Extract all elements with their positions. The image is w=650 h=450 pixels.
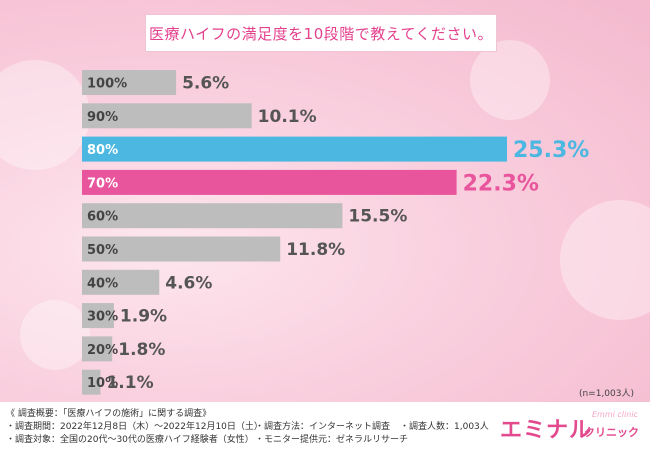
value-label: 1.9% [120, 307, 167, 327]
category-label: 40% [87, 276, 118, 291]
survey-target: ・調査対象：全国の20代～30代の医療ハイフ経験者（女性） [6, 435, 254, 445]
category-label: 80% [87, 143, 118, 158]
logo-sub: クリニック [584, 426, 639, 439]
value-label: 5.6% [182, 74, 229, 94]
logo-script: Emmi clinic [592, 410, 638, 419]
footer: 《 調査概要：「医療ハイフの施術」に関する調査》 ・調査期間：2022年12月8… [0, 402, 650, 450]
survey-method: ・調査方法：インターネット調査 [255, 422, 391, 432]
survey-count: ・調査人数：1,003人 [400, 422, 489, 432]
bar-30pct [82, 303, 114, 329]
title-box: 医療ハイフの満足度を10段階で教えてください。 [145, 14, 497, 52]
bar-chart: 100% 5.6% 90% 10.1% 80% 25.3% 70% 22.3% 60% 15.5%… [82, 70, 589, 395]
bokeh-decoration [470, 40, 550, 120]
value-label: 10.1% [258, 107, 317, 127]
bokeh-decoration [0, 60, 90, 170]
clinic-logo: Emmi clinic エミナル クリニック [500, 410, 640, 443]
bar-20pct [82, 336, 113, 362]
value-label: 22.3% [463, 171, 539, 196]
value-label: 25.3% [513, 138, 589, 163]
category-label: 90% [87, 110, 118, 125]
value-label: 11.8% [286, 240, 345, 260]
bar-70pct [82, 169, 457, 195]
survey-provider: ・モニター提供元：ゼネラルリサーチ [255, 435, 409, 445]
bar-80pct [82, 136, 507, 162]
category-label: 20% [87, 343, 118, 358]
category-label: 30% [87, 310, 118, 325]
category-label: 100% [87, 77, 127, 92]
category-label: 50% [87, 243, 118, 258]
value-label: 1.8% [118, 340, 165, 360]
category-label: 70% [87, 176, 118, 191]
sample-size: (n=1,003人) [578, 389, 634, 399]
value-label: 4.6% [165, 273, 212, 293]
bar-50pct [82, 236, 281, 262]
bar-90pct [82, 103, 252, 129]
bokeh-decoration [560, 200, 650, 320]
category-label: 60% [87, 210, 118, 225]
value-label: 1.1% [106, 373, 153, 393]
bar-60pct [82, 203, 343, 229]
bokeh-decoration [20, 300, 90, 370]
survey-title: 《 調査概要：「医療ハイフの施術」に関する調査》 [6, 409, 212, 419]
survey-period: ・調査期間：2022年12月8日（木）～2022年12月10日（土） [6, 422, 263, 432]
chart-title: 医療ハイフの満足度を10段階で教えてください。 [148, 24, 494, 43]
bar-40pct [82, 269, 160, 295]
category-label: 10% [87, 376, 118, 391]
bar-100pct [82, 70, 177, 95]
value-label: 15.5% [348, 207, 407, 227]
bar-10pct [82, 369, 101, 395]
logo-main: エミナル [500, 418, 593, 443]
